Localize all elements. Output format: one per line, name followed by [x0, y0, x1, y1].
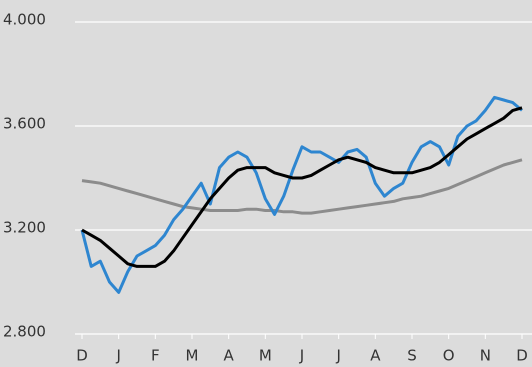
x-tick-label: M — [186, 347, 199, 365]
x-tick-label: N — [480, 347, 491, 365]
series-line — [80, 95, 523, 294]
y-tick-label: 3.200 — [3, 219, 46, 237]
x-tick-label: A — [224, 347, 235, 365]
x-tick-label: A — [370, 347, 381, 365]
x-tick-label: D — [76, 347, 88, 365]
x-tick-label: J — [299, 347, 304, 365]
x-tick-label: J — [335, 347, 340, 365]
x-tick-label: J — [115, 347, 120, 365]
x-tick-label: O — [443, 347, 455, 365]
series-line — [81, 106, 523, 268]
y-tick-label: 4.000 — [3, 11, 46, 29]
y-tick-label: 3.600 — [3, 115, 46, 133]
x-tick-label: D — [516, 347, 528, 365]
y-tick-label: 2.800 — [3, 323, 46, 341]
x-tick-label: S — [407, 347, 417, 365]
series-line — [81, 158, 523, 215]
x-tick-label: F — [151, 347, 160, 365]
x-tick-label: M — [259, 347, 272, 365]
